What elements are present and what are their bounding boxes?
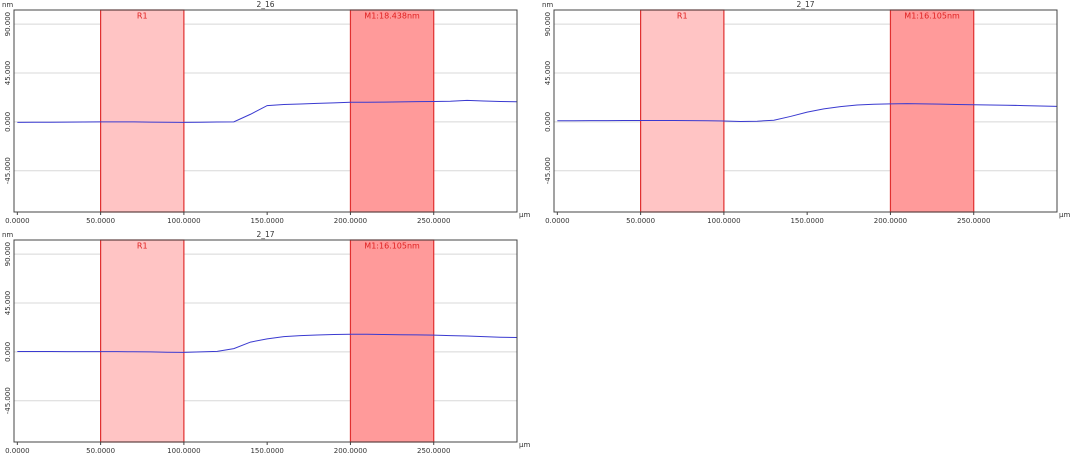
x-tick-label: 250.0000 [417, 447, 450, 455]
y-tick-label: 90.000 [544, 12, 552, 36]
x-tick-label: 50.0000 [86, 217, 115, 225]
region [889, 9, 975, 213]
data-line [17, 99, 518, 123]
region-label: R1 [137, 12, 148, 21]
y-tick-label: 0.000 [4, 342, 12, 362]
region-label: M1:16.105nm [904, 12, 960, 21]
region-label: M1:18.438nm [364, 12, 420, 21]
x-tick-label: 100.0000 [707, 217, 740, 225]
y-axis-label: nm [2, 231, 13, 239]
region [100, 9, 185, 213]
x-tick-label: 0.0000 [545, 217, 570, 225]
y-tick-label: -45.000 [4, 157, 12, 184]
x-tick-label: 200.0000 [334, 217, 367, 225]
y-tick-label: 90.000 [4, 12, 12, 36]
region [100, 239, 185, 443]
x-tick-label: 200.0000 [334, 447, 367, 455]
x-tick-label: 250.0000 [957, 217, 990, 225]
data-line [17, 333, 518, 353]
region [640, 9, 725, 213]
y-tick-label: 45.000 [4, 291, 12, 316]
chart-title: 2_16 [256, 0, 274, 9]
y-tick-label: 45.000 [544, 61, 552, 86]
x-tick-label: 50.0000 [86, 447, 115, 455]
x-axis-label: µm [519, 441, 530, 449]
x-axis-label: µm [1059, 211, 1070, 219]
x-tick-label: 0.0000 [5, 447, 30, 455]
y-axis-label: nm [542, 1, 553, 9]
chart-title: 2_17 [256, 230, 274, 239]
region [349, 9, 435, 213]
x-tick-label: 150.0000 [250, 217, 283, 225]
x-tick-label: 100.0000 [167, 447, 200, 455]
x-tick-label: 150.0000 [250, 447, 283, 455]
x-tick-label: 50.0000 [626, 217, 655, 225]
y-tick-label: 90.000 [4, 242, 12, 267]
y-tick-label: -45.000 [4, 387, 12, 414]
x-tick-label: 0.0000 [5, 217, 30, 225]
x-tick-label: 200.0000 [874, 217, 907, 225]
y-tick-label: -45.000 [544, 157, 552, 184]
y-tick-label: 45.000 [4, 61, 12, 86]
x-tick-label: 100.0000 [167, 217, 200, 225]
plot-frame [13, 239, 518, 443]
x-tick-label: 150.0000 [790, 217, 823, 225]
plot-frame [13, 9, 518, 213]
region-label: R1 [677, 12, 688, 21]
plot-frame [553, 9, 1058, 213]
x-tick-label: 250.0000 [417, 217, 450, 225]
region-label: M1:16.105nm [364, 242, 420, 251]
y-tick-label: 0.000 [4, 112, 12, 132]
y-tick-label: 0.000 [544, 112, 552, 132]
x-axis-label: µm [519, 211, 530, 219]
data-line [557, 103, 1058, 123]
region-label: R1 [137, 242, 148, 251]
region [349, 239, 435, 443]
chart-title: 2_17 [796, 0, 814, 9]
y-axis-label: nm [2, 1, 13, 9]
